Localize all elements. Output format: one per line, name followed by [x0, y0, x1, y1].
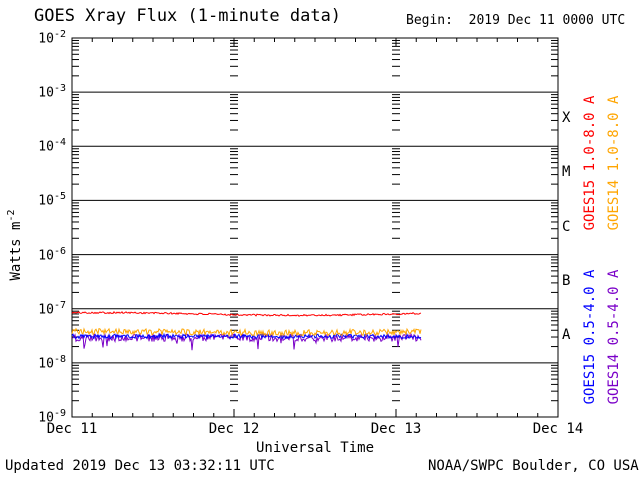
x-axis-title: Universal Time: [255, 440, 375, 456]
flare-class-label: B: [562, 272, 571, 289]
y-tick-label: 10-8: [38, 353, 66, 372]
y-tick-label: 10-4: [38, 137, 66, 155]
legend-entry: GOES15 1.0-8.0 A: [582, 95, 598, 231]
flare-class-label: X: [562, 110, 571, 127]
x-tick-label: Dec 14: [532, 421, 584, 437]
chart-title: GOES Xray Flux (1-minute data): [34, 6, 342, 26]
begin-timestamp: Begin: 2019 Dec 11 0000 UTC: [406, 13, 626, 28]
x-tick-label: Dec 12: [208, 421, 260, 437]
x-tick-label: Dec 11: [46, 421, 98, 437]
legend-entry: GOES14 1.0-8.0 A: [606, 95, 622, 231]
legend-entry: GOES14 0.5-4.0 A: [606, 269, 622, 405]
x-tick-label: Dec 13: [370, 421, 422, 437]
legend-entry: GOES15 0.5-4.0 A: [582, 269, 598, 405]
y-tick-label: 10-7: [38, 299, 66, 318]
y-tick-label: 10-9: [38, 408, 66, 426]
flare-class-label: A: [562, 326, 571, 343]
flare-class-label: M: [562, 164, 571, 181]
updated-timestamp: Updated 2019 Dec 13 03:32:11 UTC: [5, 458, 275, 474]
flare-class-label: C: [562, 218, 571, 235]
y-tick-label: 10-2: [38, 29, 66, 47]
source-attribution: NOAA/SWPC Boulder, CO USA: [428, 458, 639, 474]
y-tick-label: 10-6: [38, 245, 66, 263]
y-tick-label: 10-5: [38, 191, 66, 209]
y-tick-label: 10-3: [38, 83, 66, 101]
